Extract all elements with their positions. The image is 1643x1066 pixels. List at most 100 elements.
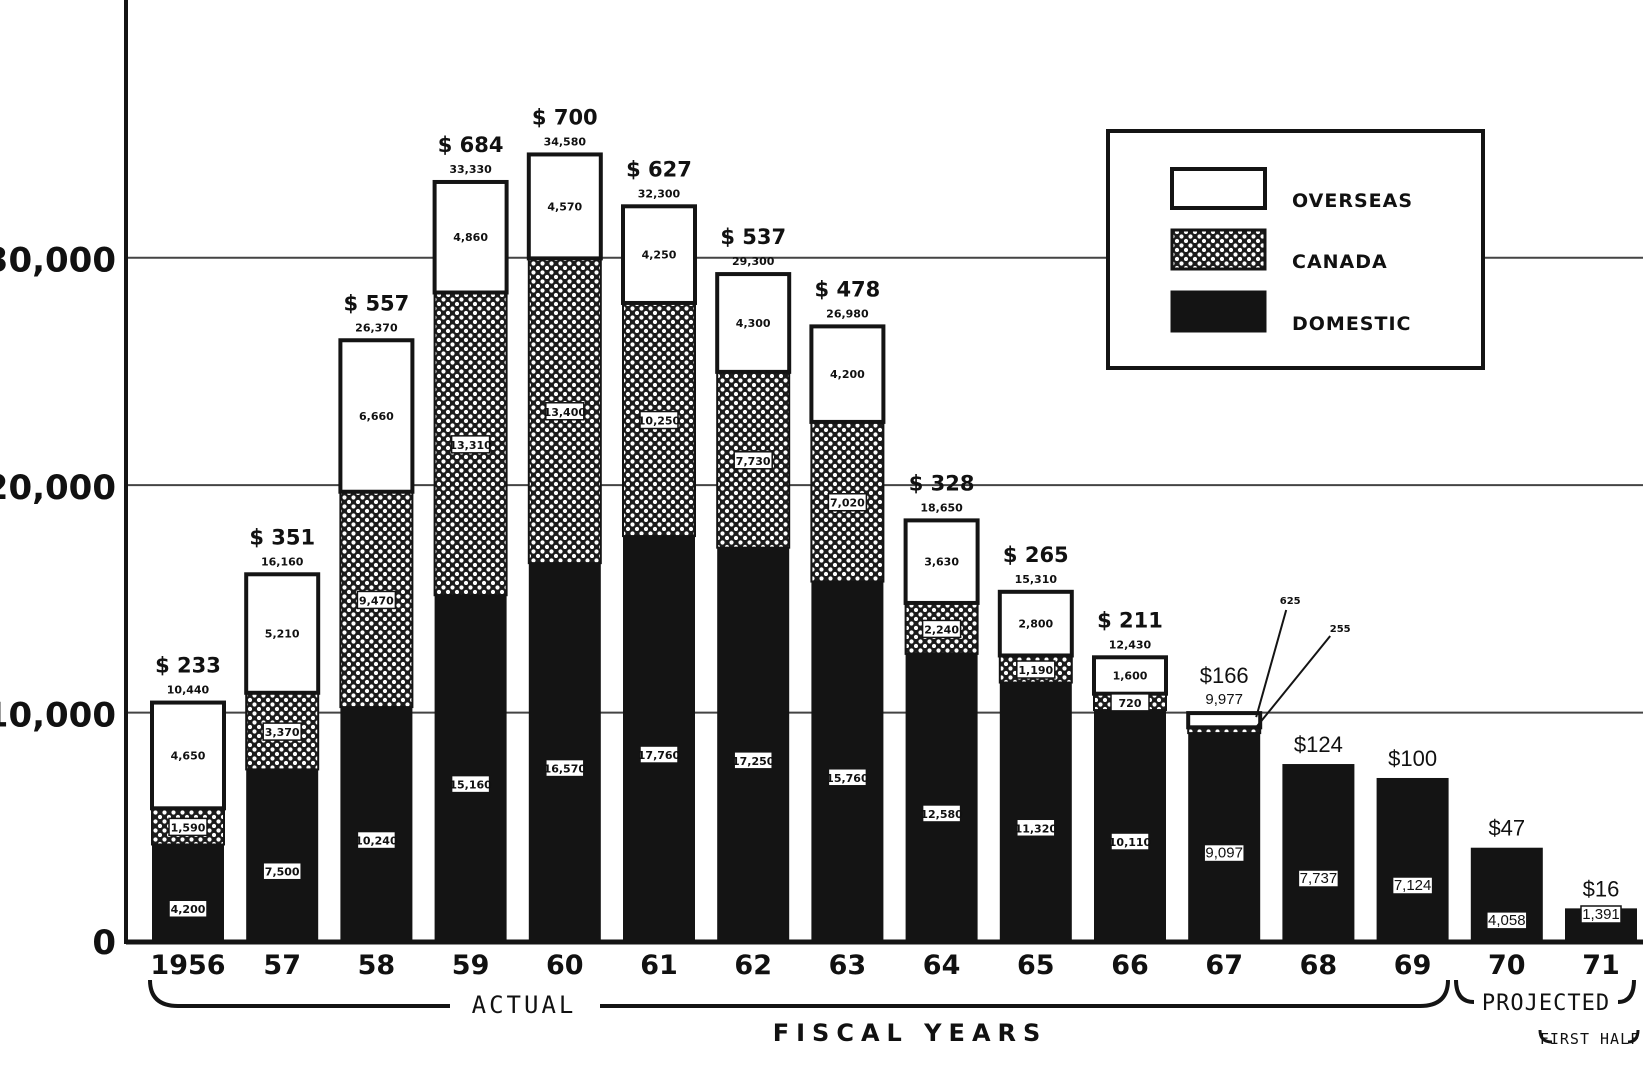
bar-total-label: 9,977 [1205, 691, 1243, 708]
segment-label-domestic: 11,320 [1015, 822, 1058, 835]
segment-label-overseas: 4,200 [830, 368, 865, 381]
bar-total-label: 33,330 [449, 163, 492, 176]
bar-segment-domestic [717, 547, 790, 940]
bar-dollar-label: $ 537 [720, 225, 786, 249]
bar-segment-overseas [1186, 711, 1263, 730]
segment-label-box [262, 722, 302, 741]
segment-label-overseas: 5,210 [265, 628, 300, 641]
callout-label-overseas: 625 [1280, 596, 1301, 607]
bar-segment-domestic [1376, 777, 1449, 940]
segment-label-box [1016, 660, 1056, 679]
bar-segment-domestic [246, 769, 319, 940]
labels-layer: 0 10,000 20,000 30,000 4,200 1,590 4,650 10,440… [0, 105, 1622, 981]
segment-label-overseas: 1,600 [1113, 669, 1148, 682]
bottom-annotations: ACTUAL PROJECTED FIRST HALF FISCAL YEARS [148, 979, 1640, 1048]
segment-label-box [262, 861, 302, 881]
bar-total-label: 15,310 [1015, 573, 1058, 586]
bar-segment-domestic [1094, 710, 1166, 940]
segment-label-overseas: 6,660 [359, 410, 394, 423]
bar-segment-overseas [997, 589, 1074, 658]
bar-segment-domestic [1188, 733, 1261, 940]
x-tick-label: 61 [640, 950, 678, 981]
segment-label-domestic: 12,580 [920, 808, 963, 821]
bar-segment-overseas [150, 700, 226, 811]
segment-label-domestic: 17,760 [638, 749, 681, 762]
segment-label-box [450, 435, 491, 454]
x-axis-title: FISCAL YEARS [773, 1019, 1048, 1047]
segment-label-overseas: 4,250 [642, 249, 677, 262]
segment-label-box [1203, 843, 1245, 863]
x-tick-label: 68 [1300, 950, 1338, 981]
legend-label-overseas: OVERSEAS [1292, 190, 1413, 212]
bar-segment-domestic [905, 653, 978, 940]
actual-bracket [148, 979, 1450, 1008]
y-tick-label: 30,000 [0, 241, 116, 281]
segment-label-overseas: 4,570 [547, 200, 582, 213]
bar-dollar-label: $ 351 [249, 525, 315, 549]
bar-dollar-label: $ 627 [626, 157, 692, 181]
bar-segment-overseas [715, 272, 792, 374]
bar-total-label: 26,370 [355, 321, 398, 334]
x-tick-label: 59 [452, 950, 490, 981]
bar-segment-overseas [809, 324, 886, 424]
callout-line [1255, 635, 1331, 728]
bar-segment-domestic [152, 844, 224, 940]
segment-label-overseas: 4,860 [453, 231, 488, 244]
segment-label-canada: 9,470 [359, 594, 394, 607]
x-tick-label: 63 [829, 950, 867, 981]
x-tick-label: 62 [734, 950, 772, 981]
segment-label-overseas: 3,630 [924, 556, 959, 569]
bar-total-label: 10,440 [167, 684, 210, 697]
bar-segment-overseas [526, 152, 603, 261]
segment-label-domestic: 15,160 [449, 779, 492, 792]
bar-dollar-label: $ 700 [532, 105, 598, 129]
callout-label-canada: 255 [1330, 624, 1351, 635]
segment-label-domestic: 7,124 [1394, 877, 1432, 894]
bar-segment-domestic [528, 563, 601, 940]
segment-label-canada: 1,190 [1018, 664, 1053, 677]
bar-segment-domestic [811, 581, 884, 940]
legend-swatch-canada [1170, 228, 1267, 271]
x-tick-label: 60 [546, 950, 584, 981]
bar-dollar-label: $ 684 [438, 133, 504, 157]
bar-dollar-label: $ 265 [1003, 543, 1069, 567]
segment-label-canada: 7,020 [830, 497, 865, 510]
projected-label: PROJECTED [1482, 991, 1610, 1016]
segment-label-box [827, 492, 868, 512]
bar-segment-domestic [1282, 764, 1355, 940]
segment-label-box [921, 804, 962, 823]
segment-label-domestic: 10,110 [1109, 836, 1152, 849]
x-tick-label: 65 [1017, 950, 1055, 981]
bar-dollar-label: $16 [1583, 876, 1620, 901]
bar-dollar-label: $ 478 [815, 277, 881, 301]
bar-dollar-label: $ 328 [909, 471, 975, 495]
segment-label-domestic: 10,240 [355, 835, 398, 848]
bar-total-label: 32,300 [638, 187, 681, 200]
segment-label-box [356, 830, 397, 850]
callout-line [1255, 609, 1288, 718]
segment-label-box [827, 768, 868, 787]
segment-label-domestic: 4,058 [1488, 912, 1526, 929]
bar-dollar-label: $166 [1200, 663, 1249, 688]
x-tick-label: 69 [1394, 950, 1432, 981]
segment-label-box [1110, 832, 1150, 851]
segment-label-box [450, 774, 491, 794]
segment-label-box [1297, 869, 1340, 888]
bar-total-label: 26,980 [826, 307, 869, 320]
bar-total-label: 18,650 [920, 501, 963, 514]
bar-dollar-label: $ 557 [344, 291, 410, 315]
segment-label-box [1391, 876, 1434, 895]
segment-label-canada: 7,730 [736, 455, 771, 468]
segment-label-canada: 3,370 [265, 726, 300, 739]
bar-total-label: 12,430 [1109, 638, 1152, 651]
bar-dollar-label: $100 [1388, 746, 1437, 771]
segment-label-box [921, 619, 962, 639]
legend: OVERSEAS CANADA DOMESTIC [1106, 129, 1485, 370]
first-half-label: FIRST HALF [1540, 1030, 1640, 1048]
segment-label-canada: 1,590 [171, 821, 206, 834]
segment-label-box [639, 410, 679, 430]
y-tick-label: 20,000 [0, 468, 116, 508]
segment-label-domestic: 4,200 [171, 903, 206, 916]
segment-label-box [1110, 693, 1150, 712]
legend-swatch-overseas [1170, 167, 1267, 210]
